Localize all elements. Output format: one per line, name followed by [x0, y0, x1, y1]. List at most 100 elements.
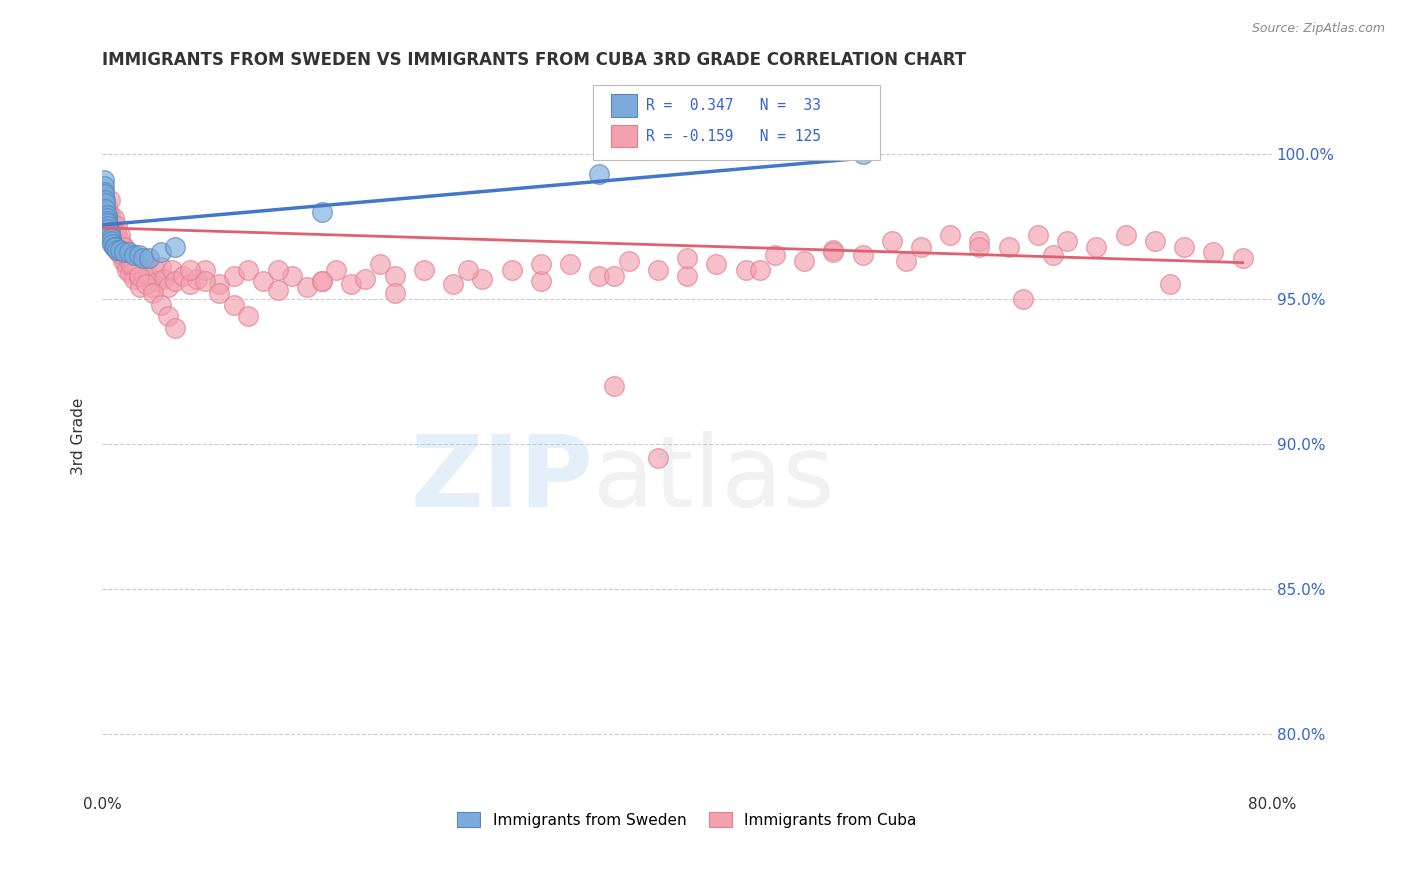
Point	[112, 240, 135, 254]
Point	[96, 208, 118, 222]
Point	[98, 217, 121, 231]
Point	[457, 263, 479, 277]
Point	[763, 248, 786, 262]
Point	[146, 275, 169, 289]
Point	[105, 228, 128, 243]
Point	[149, 245, 172, 260]
Point	[118, 266, 141, 280]
Point	[1056, 234, 1078, 248]
Point	[238, 263, 260, 277]
Point	[896, 254, 918, 268]
Point	[441, 277, 464, 292]
Point	[311, 205, 333, 219]
Point	[354, 271, 377, 285]
Point	[851, 146, 873, 161]
Point	[647, 451, 669, 466]
Point	[910, 240, 932, 254]
Point	[128, 268, 150, 283]
Point	[112, 245, 135, 260]
Point	[384, 268, 406, 283]
Point	[193, 263, 215, 277]
FancyBboxPatch shape	[593, 85, 880, 160]
Point	[880, 234, 903, 248]
Point	[143, 263, 166, 277]
Point	[412, 263, 434, 277]
Text: atlas: atlas	[593, 431, 835, 528]
Point	[823, 245, 845, 260]
Point	[114, 257, 136, 271]
Point	[138, 268, 160, 283]
Legend: Immigrants from Sweden, Immigrants from Cuba: Immigrants from Sweden, Immigrants from …	[451, 806, 922, 834]
Point	[1202, 245, 1225, 260]
Point	[122, 263, 145, 277]
Point	[96, 217, 118, 231]
Point	[1143, 234, 1166, 248]
Point	[97, 205, 120, 219]
Point	[325, 263, 347, 277]
Point	[1012, 292, 1035, 306]
Point	[676, 268, 699, 283]
Point	[156, 310, 179, 324]
Point	[969, 234, 991, 248]
Point	[793, 254, 815, 268]
Point	[104, 231, 127, 245]
Point	[603, 379, 626, 393]
Point	[117, 245, 139, 260]
Point	[98, 225, 121, 239]
Point	[100, 234, 122, 248]
Point	[647, 263, 669, 277]
Y-axis label: 3rd Grade: 3rd Grade	[72, 398, 86, 475]
Point	[208, 286, 231, 301]
Point	[222, 268, 245, 283]
Point	[128, 248, 150, 262]
Point	[97, 222, 120, 236]
Point	[969, 240, 991, 254]
Text: Source: ZipAtlas.com: Source: ZipAtlas.com	[1251, 22, 1385, 36]
Point	[851, 248, 873, 262]
Point	[105, 236, 128, 251]
Point	[1159, 277, 1181, 292]
Point	[96, 199, 118, 213]
Point	[588, 268, 610, 283]
Point	[135, 254, 157, 268]
Point	[281, 268, 304, 283]
Point	[135, 277, 157, 292]
Point	[1042, 248, 1064, 262]
Point	[530, 257, 553, 271]
Bar	[612, 125, 637, 147]
Point	[100, 213, 122, 227]
Point	[129, 280, 152, 294]
Point	[558, 257, 581, 271]
Point	[311, 275, 333, 289]
Point	[266, 263, 288, 277]
Point	[98, 194, 121, 208]
Point	[101, 219, 124, 234]
Point	[93, 196, 115, 211]
Point	[111, 254, 134, 268]
Point	[252, 275, 274, 289]
Point	[107, 245, 129, 260]
Point	[94, 202, 117, 216]
Point	[471, 271, 494, 285]
Point	[823, 243, 845, 257]
Point	[1115, 228, 1137, 243]
Point	[108, 234, 131, 248]
Point	[1085, 240, 1108, 254]
Point	[103, 211, 125, 225]
Point	[93, 190, 115, 204]
Point	[156, 280, 179, 294]
Point	[603, 268, 626, 283]
Point	[96, 211, 118, 225]
Point	[94, 202, 117, 216]
Point	[124, 248, 146, 262]
Point	[128, 268, 150, 283]
Point	[162, 263, 184, 277]
Point	[100, 231, 122, 245]
Point	[94, 196, 117, 211]
Point	[120, 257, 142, 271]
Point	[127, 260, 149, 274]
Point	[141, 280, 163, 294]
Point	[110, 248, 132, 262]
Point	[93, 173, 115, 187]
Point	[179, 277, 201, 292]
